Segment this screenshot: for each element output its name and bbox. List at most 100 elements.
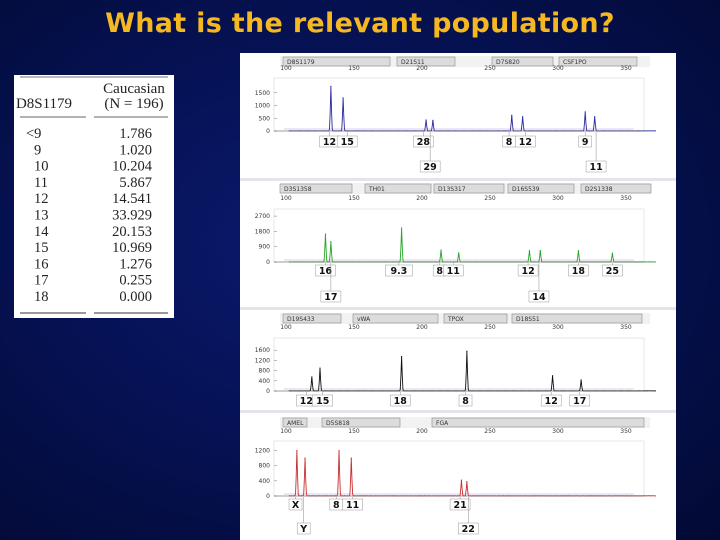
table-allele-cell: 9 xyxy=(34,142,41,158)
allele-call-box xyxy=(385,264,413,277)
locus-box xyxy=(282,313,342,324)
x-tick-label: 150 xyxy=(348,65,360,72)
locus-box xyxy=(433,183,505,194)
allele-call-box xyxy=(585,160,607,173)
y-tick-label: 800 xyxy=(259,463,271,470)
locus-name: FGA xyxy=(436,420,449,427)
peak-marker xyxy=(458,252,460,254)
peak-marker xyxy=(594,116,596,118)
peak-marker xyxy=(611,252,613,254)
locus-box xyxy=(321,417,401,428)
table-allele-cell: 11 xyxy=(34,175,48,191)
allele-call-box xyxy=(449,498,471,511)
peak-marker xyxy=(330,241,332,243)
allele-call-box xyxy=(457,522,479,535)
allele-call-label: 11 xyxy=(447,266,460,277)
y-tick-label: 1200 xyxy=(255,357,270,364)
allele-call-box xyxy=(602,264,623,277)
allele-call-label: 11 xyxy=(346,500,359,511)
x-tick-label: 100 xyxy=(280,65,292,72)
table-body: <9 1.786 9 1.020 10 10.204 11 5.867 12 14.541 13 33… xyxy=(26,126,153,305)
allele-call-box xyxy=(458,394,473,407)
table-allele-cell: 12 xyxy=(34,191,49,207)
locus-name: D18S51 xyxy=(516,316,540,323)
allele-call-box xyxy=(312,394,333,407)
table-frequency-cell: 10.204 xyxy=(112,159,153,175)
locus-name: D8S1179 xyxy=(287,59,315,66)
x-tick-label: 150 xyxy=(348,428,360,435)
locus-box xyxy=(279,183,353,194)
peak-marker xyxy=(324,233,327,235)
allele-call-label: 16 xyxy=(319,266,333,277)
x-tick-label: 200 xyxy=(416,428,428,435)
table-frequency-cell: 0.000 xyxy=(119,289,152,305)
peak-marker xyxy=(584,111,586,113)
x-tick-label: 150 xyxy=(348,324,360,331)
x-tick-label: 300 xyxy=(552,324,564,331)
allele-call-label: 8 xyxy=(436,266,443,277)
peak-marker xyxy=(522,116,524,118)
y-tick-label: 1800 xyxy=(255,228,270,235)
table-frequency-cell: 10.969 xyxy=(112,240,152,256)
locus-name: AMEL xyxy=(287,420,304,427)
y-tick-label: 500 xyxy=(259,115,271,122)
allele-call-label: 21 xyxy=(453,500,466,511)
x-tick-label: 100 xyxy=(280,195,292,202)
table-allele-cell: 13 xyxy=(34,208,49,224)
y-tick-label: 1500 xyxy=(255,90,270,97)
panel-separator xyxy=(240,307,676,310)
y-tick-label: 800 xyxy=(259,368,271,375)
allele-call-box xyxy=(569,394,591,407)
y-tick-label: 0 xyxy=(266,493,270,500)
allele-bin-band xyxy=(284,388,634,390)
peak-marker xyxy=(432,119,434,121)
allele-call-label: Y xyxy=(299,524,307,535)
x-tick-label: 250 xyxy=(484,195,496,202)
allele-call-box xyxy=(296,522,311,535)
allele-call-label: 15 xyxy=(341,137,354,148)
peak-marker xyxy=(460,479,463,481)
x-tick-label: 200 xyxy=(416,324,428,331)
allele-call-box xyxy=(315,264,336,277)
table-allele-cell: 17 xyxy=(34,273,49,289)
locus-box xyxy=(282,417,308,428)
allele-call-box xyxy=(336,135,358,148)
locus-box xyxy=(364,183,432,194)
table-frequency-cell: 1.276 xyxy=(119,256,152,272)
x-tick-label: 200 xyxy=(416,195,428,202)
table-frequency-cell: 14.541 xyxy=(112,191,152,207)
locus-name: D7S820 xyxy=(496,59,520,66)
peak-marker xyxy=(401,355,403,358)
table-allele-cell: 14 xyxy=(34,224,49,240)
table-header-locus: D8S1179 xyxy=(16,96,72,112)
locus-box xyxy=(580,183,652,194)
peak-marker xyxy=(466,481,468,483)
allele-call-box xyxy=(528,290,550,303)
peak-marker xyxy=(466,350,468,352)
peak-marker xyxy=(577,250,579,252)
locus-name: TPOX xyxy=(447,316,464,323)
table-frequency-cell: 0.255 xyxy=(119,273,152,289)
locus-name: D21S11 xyxy=(401,59,425,66)
allele-call-label: 22 xyxy=(462,524,475,535)
allele-call-box xyxy=(443,264,464,277)
locus-box xyxy=(491,56,554,67)
allele-call-box xyxy=(578,135,592,148)
y-tick-label: 900 xyxy=(259,244,271,251)
x-tick-label: 300 xyxy=(552,65,564,72)
peak-marker xyxy=(511,114,513,116)
slide-title: What is the relevant population? xyxy=(105,8,615,39)
allele-call-box xyxy=(517,264,539,277)
allele-call-label: 9.3 xyxy=(390,266,407,277)
allele-call-label: 12 xyxy=(519,137,532,148)
allele-call-label: 14 xyxy=(532,292,546,303)
x-tick-label: 350 xyxy=(620,195,632,202)
y-tick-label: 400 xyxy=(259,378,271,385)
locus-box xyxy=(282,56,391,67)
locus-name: D2S1338 xyxy=(585,186,613,193)
allele-call-label: 11 xyxy=(589,162,602,173)
x-tick-label: 150 xyxy=(348,195,360,202)
locus-bar xyxy=(280,56,650,67)
allele-call-box xyxy=(342,498,363,511)
